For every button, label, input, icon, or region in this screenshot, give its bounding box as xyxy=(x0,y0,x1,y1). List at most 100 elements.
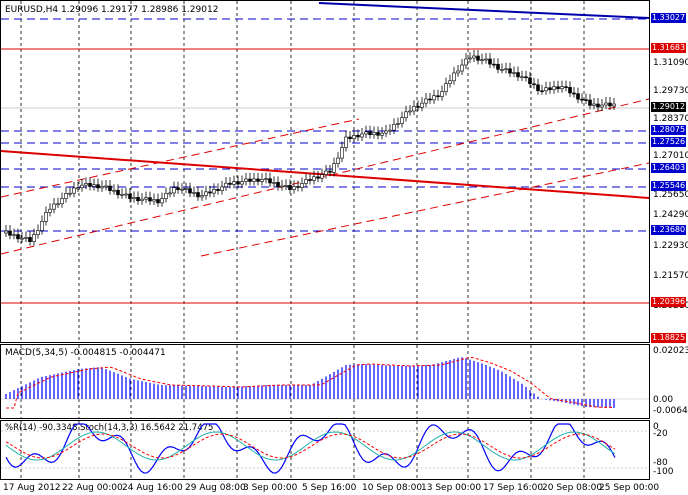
candle-body xyxy=(544,87,548,92)
candle-body xyxy=(300,183,304,188)
candle-body xyxy=(432,95,436,101)
candle-body xyxy=(188,188,192,194)
candle-body xyxy=(80,184,84,189)
price-chart-pane[interactable]: EURUSD,H4 1.29096 1.29177 1.28986 1.2901… xyxy=(0,0,650,343)
candle-body xyxy=(584,99,588,101)
candle-body xyxy=(196,192,200,198)
candle-body xyxy=(104,185,108,188)
candle-body xyxy=(172,187,176,194)
candle-body xyxy=(456,70,460,74)
candle-body xyxy=(556,86,560,90)
macd-chart xyxy=(1,345,649,418)
price-level-label: 1.31683 xyxy=(651,43,687,53)
candle-body xyxy=(112,189,116,192)
candle-body xyxy=(332,163,336,173)
candle-body xyxy=(208,191,212,194)
candle-body xyxy=(492,63,496,66)
price-level-label: 1.29012 xyxy=(651,102,687,112)
candle-body xyxy=(484,58,488,61)
macd-pane[interactable]: MACD(5,34,5) -0.004815 -0.004471 xyxy=(0,344,650,419)
candle-body xyxy=(268,178,272,184)
candle-body xyxy=(572,92,576,95)
candle-body xyxy=(72,187,76,194)
candle-body xyxy=(588,99,592,106)
candle-body xyxy=(240,181,244,185)
candle-body xyxy=(548,87,552,91)
candle-body xyxy=(276,182,280,187)
candle-body xyxy=(444,83,448,92)
chart-info: EURUSD,H4 1.29096 1.29177 1.28986 1.2901… xyxy=(5,5,219,15)
candle-body xyxy=(116,189,120,196)
candle-body xyxy=(200,195,204,198)
candle-body xyxy=(392,124,396,131)
candle-body xyxy=(220,186,224,191)
price-tick: 1.22930 xyxy=(653,241,688,251)
candle-body xyxy=(132,197,136,199)
candle-body xyxy=(384,130,388,134)
price-level-label: 1.28075 xyxy=(651,125,687,135)
wpr-line xyxy=(5,423,616,474)
candle-body xyxy=(404,111,408,118)
candle-body xyxy=(356,135,360,138)
candle-body xyxy=(560,86,564,90)
candle-body xyxy=(364,131,368,135)
candle-body xyxy=(84,183,88,186)
candle-body xyxy=(316,176,320,179)
candle-body xyxy=(296,186,300,188)
wpr-axis: 0 -20 -80 -100 xyxy=(650,420,688,480)
stoch-signal-line xyxy=(5,433,616,459)
time-label: 13 Sep 00:00 xyxy=(421,483,482,493)
candle-body xyxy=(368,131,372,135)
candle-body xyxy=(612,103,616,107)
candle-body xyxy=(108,185,112,191)
candle-body xyxy=(376,132,380,136)
candle-body xyxy=(128,193,132,199)
candle-body xyxy=(264,178,268,180)
candle-body xyxy=(100,186,104,189)
time-label: 17 Sep 16:00 xyxy=(483,483,544,493)
macd-tick-zero: 0.00 xyxy=(653,395,674,405)
candle-body xyxy=(308,179,312,181)
candle-body xyxy=(496,63,500,70)
candle-body xyxy=(32,234,36,242)
candle-body xyxy=(244,178,248,182)
macd-tick-top: 0.020234 xyxy=(653,346,688,356)
macd-axis: 0.020234 0.00 -0.006415 xyxy=(650,344,688,419)
wpr-stoch-pane[interactable]: %R(14) -90.3348 Stoch(14,3,3) 16.5642 21… xyxy=(0,420,650,480)
candle-body xyxy=(36,230,40,235)
candle-body xyxy=(60,198,64,205)
channel-line-upper xyxy=(1,98,649,255)
candle-body xyxy=(56,203,60,206)
candle-body xyxy=(44,212,48,222)
candle-body xyxy=(40,221,44,231)
candle-body xyxy=(304,179,308,184)
time-label: 29 Aug 08:00 xyxy=(185,483,246,493)
wpr-tick-100: -100 xyxy=(653,467,674,477)
candle-body xyxy=(428,98,432,101)
candle-body xyxy=(168,192,172,195)
candle-body xyxy=(160,198,164,204)
candle-body xyxy=(460,64,464,72)
candle-body xyxy=(148,197,152,202)
candle-body xyxy=(28,237,32,242)
price-tick: 1.27010 xyxy=(653,151,688,161)
wpr-tick-0: 0 xyxy=(653,422,659,432)
candle-body xyxy=(192,192,196,194)
candle-body xyxy=(144,197,148,200)
stoch-main-line xyxy=(5,431,616,461)
candle-body xyxy=(568,87,572,94)
candle-body xyxy=(124,193,128,196)
candle-body xyxy=(140,198,144,202)
candle-body xyxy=(440,91,444,97)
candle-body xyxy=(336,157,340,164)
time-label: 20 Sep 08:00 xyxy=(542,483,603,493)
wpr-tick-80: -80 xyxy=(653,458,668,468)
candle-body xyxy=(228,182,232,185)
price-level-label: 1.20396 xyxy=(651,297,687,307)
candle-body xyxy=(436,95,440,98)
candle-body xyxy=(592,103,596,106)
candle-body xyxy=(564,86,568,88)
candle-body xyxy=(120,194,124,196)
price-tick: 1.25650 xyxy=(653,190,688,200)
wpr-info: %R(14) -90.3348 Stoch(14,3,3) 16.5642 21… xyxy=(5,423,214,433)
